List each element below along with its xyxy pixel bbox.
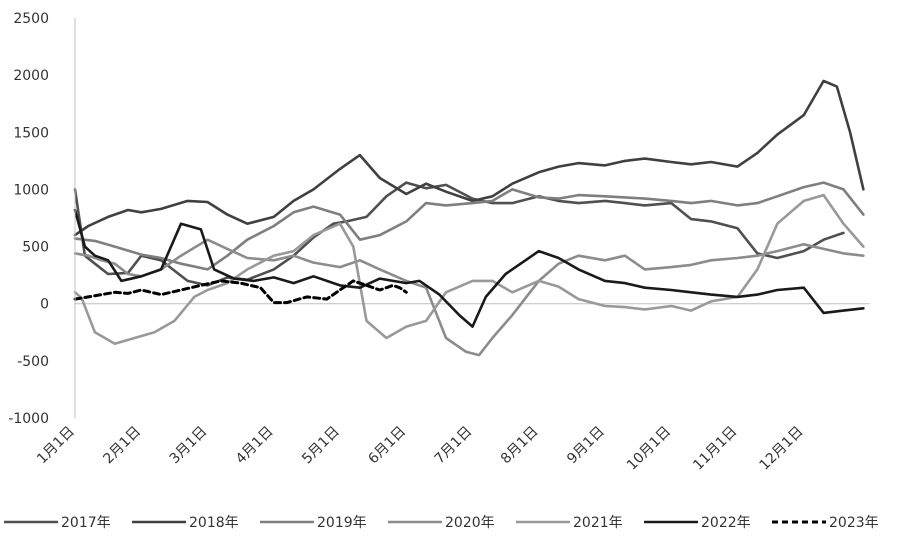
y-tick-label: 0 [40,297,49,313]
x-tick-label: 7月1日 [432,424,476,468]
x-tick-label: 12月1日 [757,424,807,474]
y-tick-label: 2500 [13,11,49,27]
series-line-1 [73,181,845,287]
y-tick-label: 2000 [13,68,49,84]
y-tick-label: 500 [22,240,49,256]
x-tick-label: 6月1日 [365,424,409,468]
x-tick-label: 3月1日 [167,424,211,468]
legend-label-4: 2020年 [445,515,495,531]
x-tick-label: 8月1日 [498,424,542,468]
series-line-4 [73,238,865,357]
y-tick-label: 1000 [13,182,49,198]
x-tick-label: 11月1日 [690,424,740,474]
y-tick-label: -500 [17,354,49,370]
x-tick-label: 5月1日 [299,424,343,468]
series-line-2 [73,79,865,237]
x-axis: 1月1日 2月1日 3月1日 4月1日 5月1日 6月1日 7月1日 8月1日 9月1日 10月1… [34,424,806,474]
plot-area [73,79,870,357]
y-tick-label: 1500 [13,125,49,141]
x-tick-label: 10月1日 [624,424,674,474]
series-line-3 [73,181,865,271]
x-tick-label: 9月1日 [564,424,608,468]
x-tick-label: 4月1日 [233,424,277,468]
legend-label-5: 2021年 [573,515,623,531]
legend: 2017年 2018年 2019年 2020年 2021年 2022年 2023年 [4,515,879,531]
y-tick-label: -1000 [8,411,49,427]
series-line-7 [73,279,408,305]
legend-label-6: 2022年 [701,515,751,531]
x-tick-label: 2月1日 [100,424,144,468]
legend-label-2: 2018年 [189,515,239,531]
legend-label-1: 2017年 [61,515,111,531]
legend-label-3: 2019年 [317,515,367,531]
legend-label-7: 2023年 [829,515,879,531]
series-line-5 [73,193,865,346]
series-line-6 [73,208,865,328]
y-axis: 2500 2000 1500 1000 500 0 -500 -1000 [8,11,76,427]
x-tick-label: 1月1日 [34,424,78,468]
